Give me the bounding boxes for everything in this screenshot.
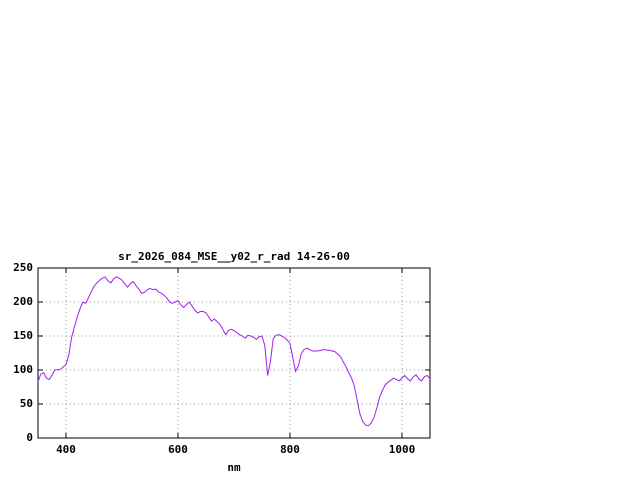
plot-border bbox=[37, 267, 431, 439]
x-axis-tick-label: 600 bbox=[168, 443, 188, 456]
y-axis-tick-label: 100 bbox=[13, 363, 33, 376]
chart-title: sr_2026_084_MSE__y02_r_rad 14-26-00 bbox=[118, 250, 350, 263]
y-axis-tick-label: 250 bbox=[13, 261, 33, 274]
x-axis-tick-label: 400 bbox=[56, 443, 76, 456]
y-axis-tick-label: 0 bbox=[26, 431, 33, 444]
x-axis-label: nm bbox=[227, 461, 241, 474]
y-axis-tick-label: 150 bbox=[13, 329, 33, 342]
x-axis-tick-label: 800 bbox=[280, 443, 300, 456]
x-axis-tick-label: 1000 bbox=[388, 443, 416, 456]
y-axis-tick-label: 50 bbox=[19, 397, 33, 410]
spectral-data-line bbox=[37, 276, 431, 427]
y-axis-tick-label: 200 bbox=[13, 295, 33, 308]
